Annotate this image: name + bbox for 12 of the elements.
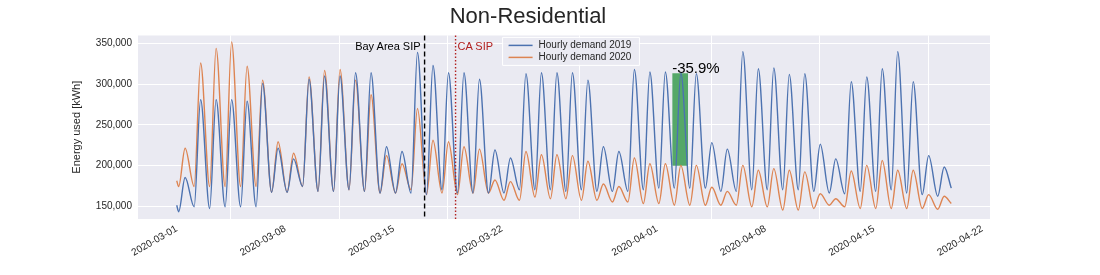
ref-line-label: Bay Area SIP <box>355 40 421 53</box>
chart-title: Non-Residential <box>449 3 607 29</box>
legend-label: Hourly demand 2020 <box>538 51 632 63</box>
ref-line-label: CA SIP <box>457 40 494 53</box>
annotation: -35.9% <box>672 59 720 77</box>
y-axis-title: Energy used [kWh] <box>69 80 82 174</box>
y-tick-label: 250,000 <box>95 118 133 130</box>
y-tick-label: 200,000 <box>95 159 133 171</box>
y-tick-label: 350,000 <box>95 37 133 49</box>
y-tick-label: 300,000 <box>95 77 133 89</box>
legend-label: Hourly demand 2019 <box>538 39 632 51</box>
y-tick-label: 150,000 <box>95 199 133 211</box>
